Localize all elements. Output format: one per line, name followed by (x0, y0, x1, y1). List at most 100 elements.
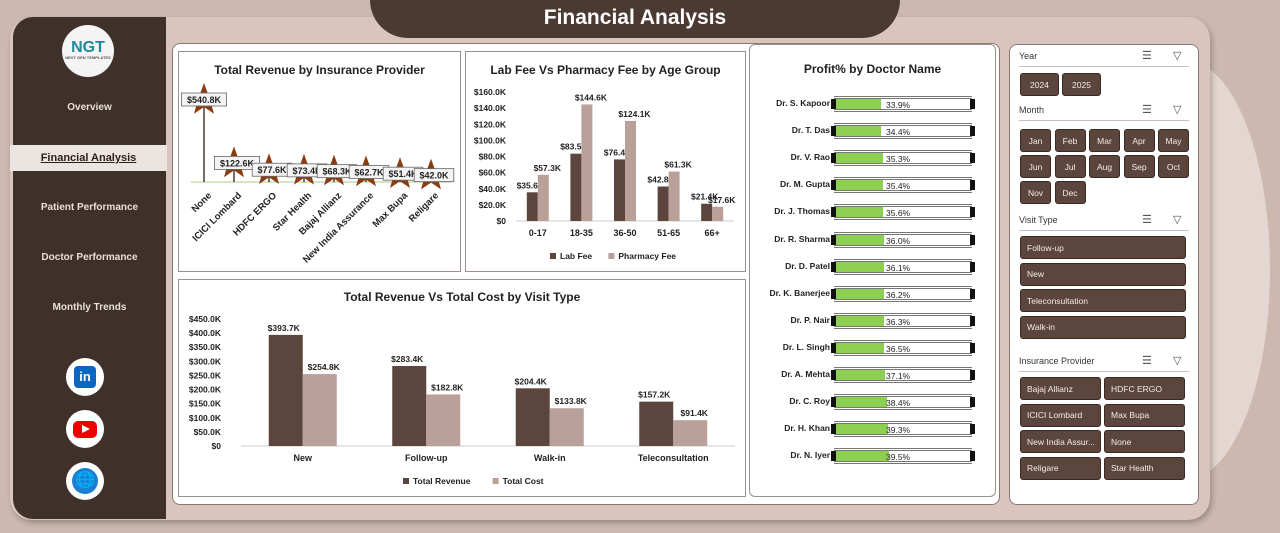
slicer-item[interactable]: Feb (1054, 129, 1086, 152)
slicer-item[interactable]: Star Health (1104, 456, 1185, 480)
slicer-item[interactable]: Mar (1089, 129, 1120, 152)
multi-select-icon[interactable]: ☰ (1142, 214, 1152, 226)
data-label: $51.4K (388, 169, 418, 179)
globe-icon[interactable]: 🌐 (66, 462, 104, 500)
profit-bar-fill (834, 261, 884, 272)
doctor-name: Dr. K. Banerjee (769, 287, 830, 298)
slicer-item[interactable]: Teleconsultation (1020, 289, 1186, 312)
bar-cap (970, 234, 975, 245)
data-label: $540.8K (187, 95, 222, 105)
slicer-item[interactable]: Jul (1054, 155, 1086, 178)
bar-cap (970, 342, 975, 353)
bar-cap (831, 370, 836, 380)
x-tick-label: Walk-in (534, 453, 566, 463)
legend-swatch (608, 253, 615, 259)
nav-patient-performance[interactable]: Patient Performance (40, 202, 139, 213)
slicer-item[interactable]: 2025 (1062, 73, 1101, 96)
y-tick-label: $350.0K (189, 342, 222, 352)
y-tick-label: $0 (497, 216, 507, 226)
slicer-item[interactable]: ICICI Lombard (1020, 403, 1101, 427)
clear-filter-icon[interactable]: ▽ (1173, 50, 1182, 62)
data-label: $204.4K (515, 376, 548, 386)
profit-value: 37.1% (886, 371, 911, 381)
nav-monthly-trends[interactable]: Monthly Trends (52, 302, 127, 313)
doctor-name: Dr. J. Thomas (774, 206, 830, 217)
data-label: $144.6K (575, 92, 608, 102)
data-label: $61.3K (664, 160, 692, 170)
data-label: $17.6K (708, 195, 736, 205)
slicer-item[interactable]: HDFC ERGO (1104, 377, 1185, 400)
bar-total-revenue (515, 388, 550, 446)
data-label: $122.6K (220, 158, 255, 168)
bar-total-cost (549, 408, 584, 446)
slicer-item[interactable]: Sep (1123, 155, 1155, 178)
profit-value: 39.5% (886, 452, 911, 463)
doctor-row: Dr. H. Khan 39.3% (750, 419, 995, 439)
slicer-item[interactable]: Follow-up (1020, 236, 1186, 259)
nav-doctor-performance[interactable]: Doctor Performance (41, 252, 138, 263)
profit-bar-fill (834, 370, 886, 380)
profit-bar: 35.3% (831, 150, 975, 167)
clear-filter-icon[interactable]: ▽ (1173, 214, 1182, 226)
data-label: $254.8K (308, 362, 341, 372)
multi-select-icon[interactable]: ☰ (1142, 104, 1152, 116)
legend-label: Lab Fee (560, 251, 592, 261)
bar-cap (831, 207, 836, 218)
bar-cap (831, 99, 836, 109)
data-label: $68.3K (322, 167, 352, 177)
slicer-item[interactable]: Walk-in (1020, 315, 1186, 339)
nav-overview[interactable]: Overview (67, 102, 112, 113)
slicer-item[interactable]: May (1158, 129, 1189, 152)
profit-bar-fill (834, 207, 884, 218)
profit-value: 35.4% (886, 181, 911, 192)
legend-swatch (403, 478, 409, 484)
bar-cap (831, 180, 836, 191)
chart-lab-vs-pharmacy: Lab Fee Vs Pharmacy Fee by Age Group $0 $… (465, 51, 746, 272)
profit-bar-fill (834, 99, 881, 109)
bar-lab-fee (526, 192, 538, 221)
x-tick-label: Religare (407, 190, 441, 224)
bar-lab-fee (657, 186, 669, 221)
doctor-name: Dr. L. Singh (782, 341, 830, 352)
y-tick-label: $120.0K (474, 119, 507, 129)
clear-filter-icon[interactable]: ▽ (1173, 355, 1182, 367)
profit-bar: 36.3% (831, 312, 975, 329)
slicer-item[interactable]: Jan (1020, 129, 1051, 152)
multi-select-icon[interactable]: ☰ (1142, 50, 1152, 62)
profit-bar: 36.2% (831, 285, 975, 302)
nav-financial-analysis[interactable]: Financial Analysis (10, 145, 167, 171)
bar-cap (831, 153, 836, 164)
data-label-box (181, 92, 228, 107)
profit-bar-fill (834, 315, 885, 326)
slicer-item[interactable]: None (1104, 430, 1185, 453)
slicer-item[interactable]: New India Assur... (1020, 430, 1101, 453)
slicer-item[interactable]: Bajaj Allianz (1020, 377, 1101, 400)
bar-cap (831, 234, 836, 245)
bar-cap (831, 261, 836, 272)
youtube-icon[interactable] (66, 410, 104, 448)
slicer-item[interactable]: Max Bupa (1104, 403, 1185, 427)
multi-select-icon[interactable]: ☰ (1142, 355, 1152, 367)
slicer-item[interactable]: 2024 (1020, 73, 1059, 96)
linkedin-icon[interactable]: in (66, 358, 104, 396)
chart-title: Profit% by Doctor Name (803, 62, 942, 76)
slicer-item[interactable]: Jun (1020, 155, 1051, 178)
profit-bar: 36.5% (831, 339, 975, 356)
bar-pharmacy-fee (712, 206, 724, 221)
slicer-item[interactable]: Oct (1158, 155, 1189, 178)
logo: NGT NEXT GEN TEMPLATES (62, 25, 114, 77)
x-tick-label: Follow-up (405, 453, 448, 463)
slicer-item[interactable]: Dec (1054, 181, 1086, 204)
y-tick-label: $400.0K (189, 328, 222, 338)
profit-bar: 34.4% (831, 123, 975, 140)
legend-label: Total Revenue (413, 476, 471, 486)
slicer-item[interactable]: New (1020, 262, 1186, 286)
slicer-item[interactable]: Nov (1020, 181, 1051, 204)
slicer-item[interactable]: Religare (1020, 456, 1101, 480)
slicer-item[interactable]: Apr (1123, 129, 1155, 152)
y-tick-label: $20.0K (479, 200, 507, 210)
slicer-item[interactable]: Aug (1089, 155, 1120, 178)
bar-cap (970, 315, 975, 326)
profit-bar-fill (834, 234, 884, 245)
clear-filter-icon[interactable]: ▽ (1173, 104, 1182, 116)
